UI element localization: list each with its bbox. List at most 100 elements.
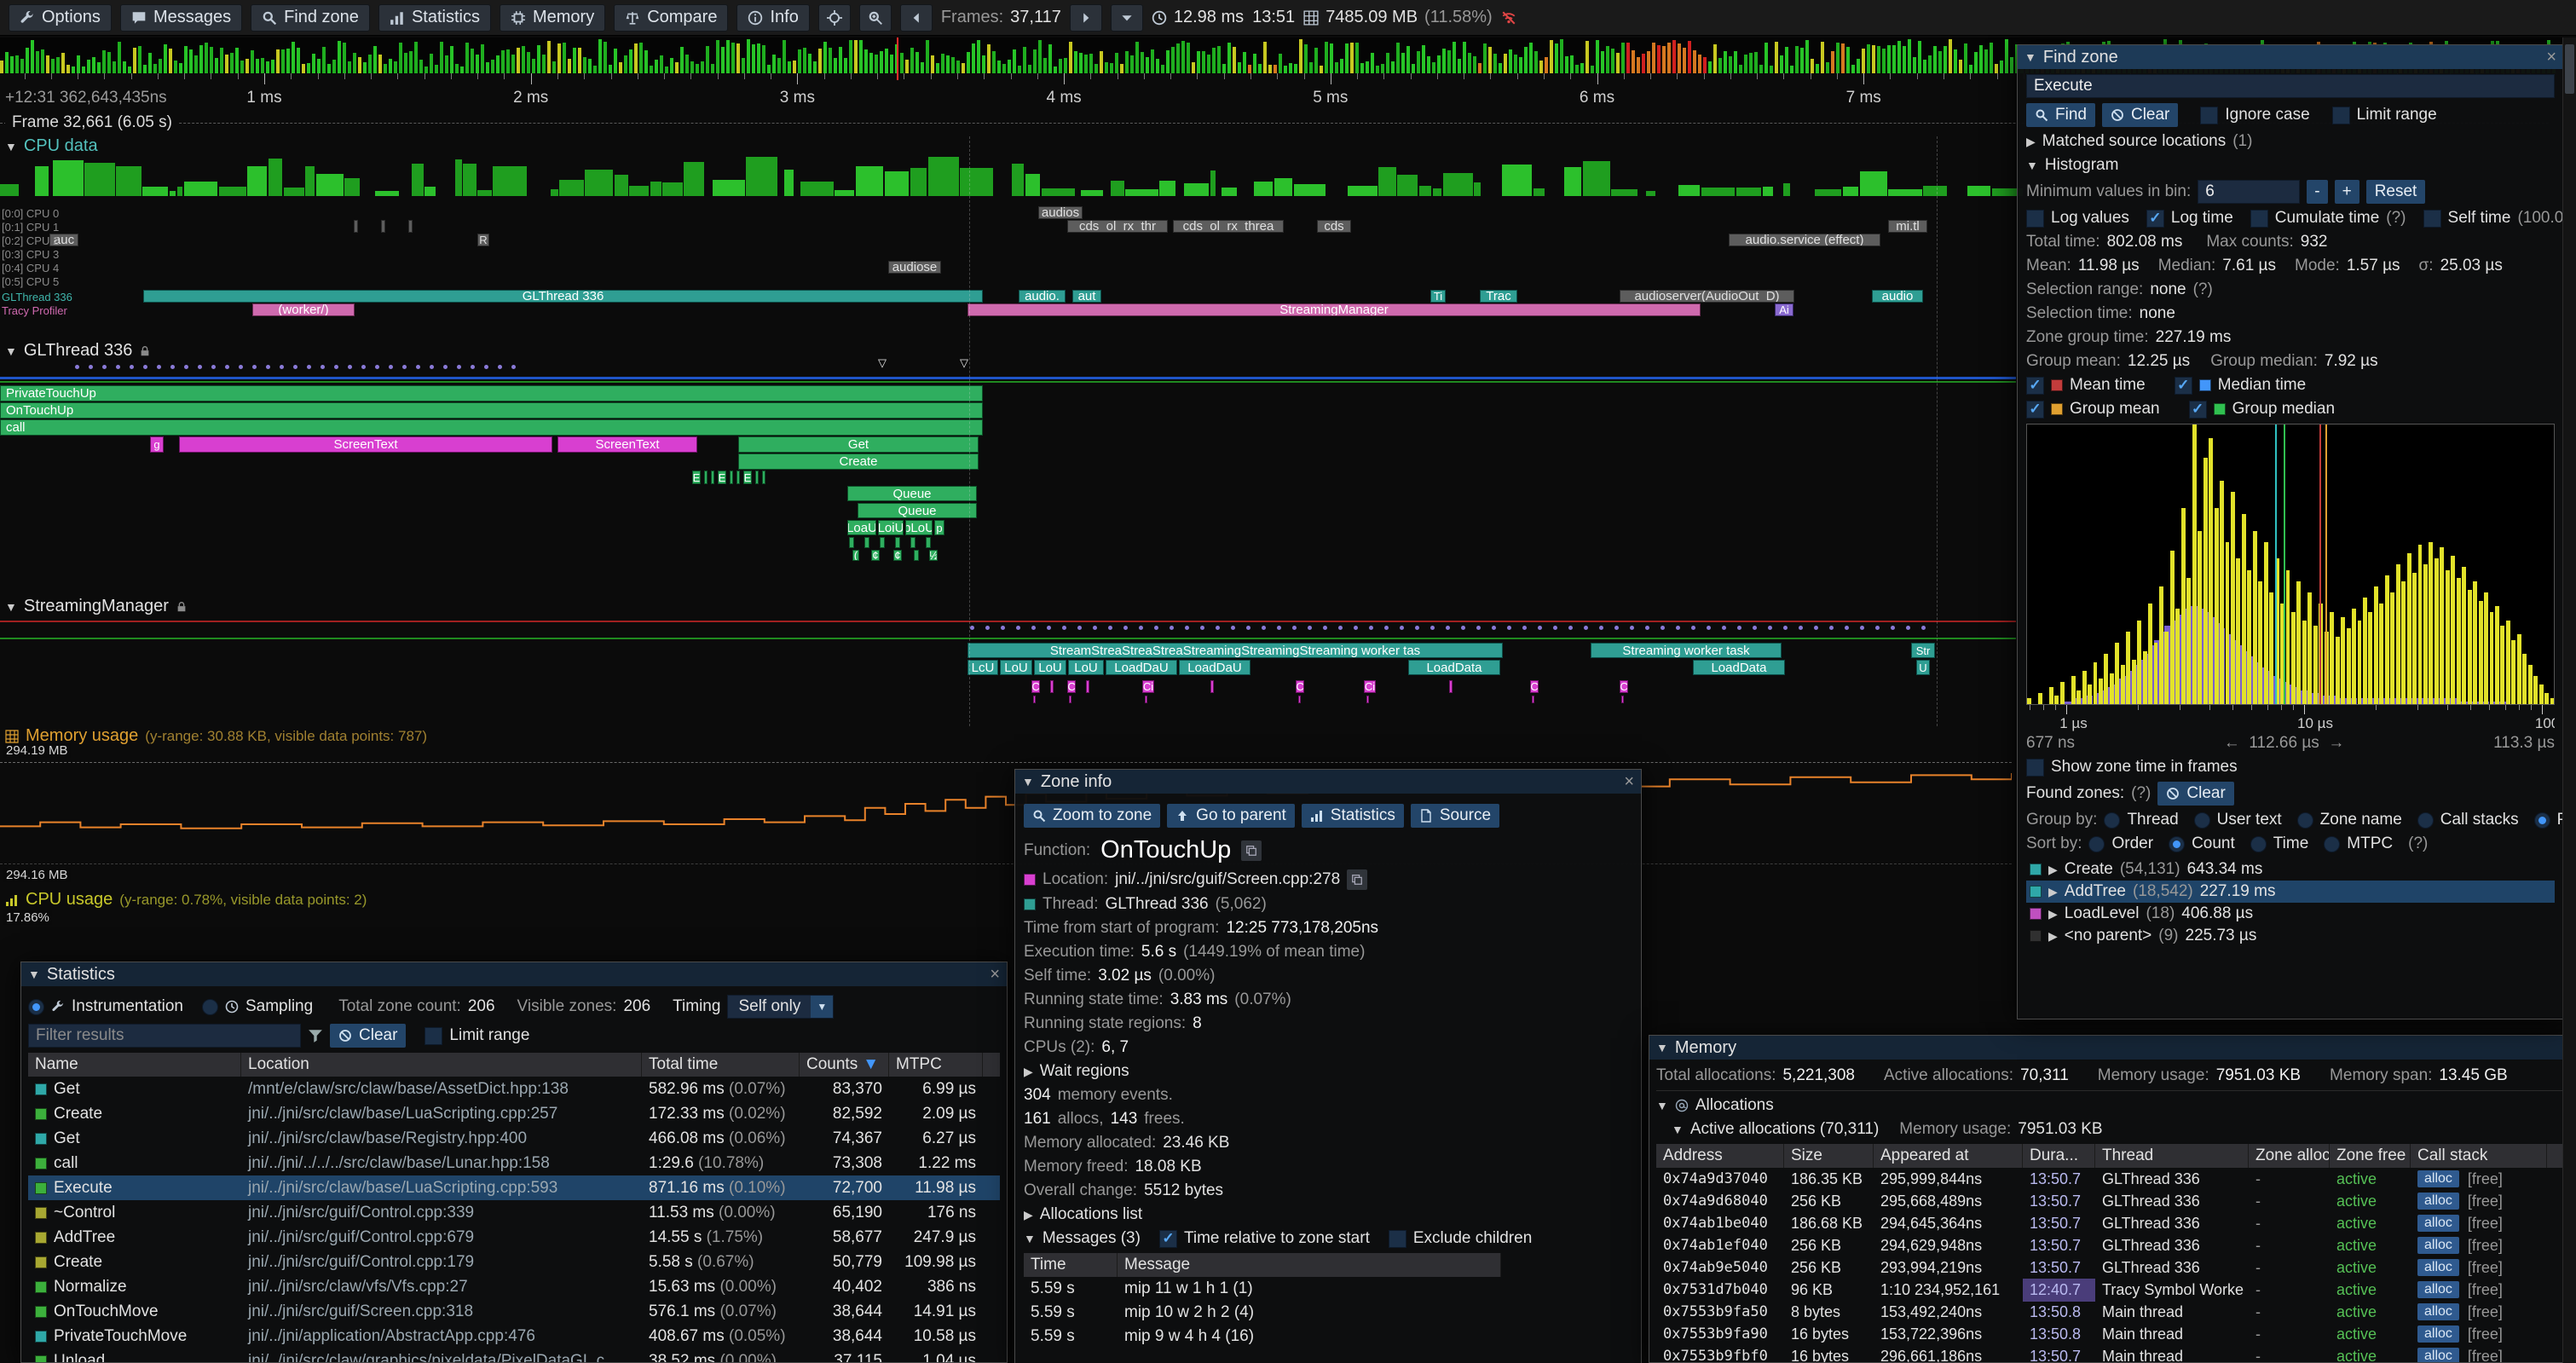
time-ruler[interactable]: +12:31 362,643,435ns 1 ms 2 ms 3 ms 4 ms 5 m… [0,73,2562,113]
message-dot[interactable] [484,365,488,369]
column-header-call-stack[interactable]: Call stack [2411,1144,2547,1168]
allocation-row[interactable]: 0x7553b9fa90 16 bytes 153,722,396ns 13:50.8… [1656,1323,2568,1345]
table-row[interactable]: Create jni/../jni/src/guif/Control.cpp:17… [28,1250,1000,1274]
message-dot[interactable] [970,626,974,630]
message-dot[interactable] [1461,626,1465,630]
table-row[interactable]: Execute jni/../jni/src/claw/base/LuaScrip… [28,1175,1000,1200]
message-row[interactable]: 5.59 s mip 11 w 1 h 1 (1) [1024,1277,1501,1301]
min-bin-input[interactable]: 6 [2198,180,2301,204]
go-to-parent-button[interactable]: Go to parent [1167,804,1295,828]
timeline-zone[interactable] [381,220,385,233]
message-dot[interactable] [1200,626,1204,630]
timeline-zone[interactable]: C [1031,680,1040,693]
statistics-button[interactable]: Statistics [1301,804,1404,828]
allocation-row[interactable]: 0x74ab1ef040 256 KB 294,629,948ns 13:50.7 GL… [1656,1234,2568,1256]
message-dot[interactable] [1216,626,1220,630]
copy-icon[interactable] [1241,840,1262,861]
message-dot[interactable] [102,365,107,369]
timeline-zone[interactable]: LoadData [1408,660,1500,675]
vertical-scrollbar[interactable] [2562,38,2576,1363]
timeline-zone[interactable]: audio.service (effect) [1729,234,1880,246]
message-dot[interactable] [116,365,120,369]
message-dot[interactable] [1077,626,1082,630]
allocation-row[interactable]: 0x74a9d68040 256 KB 295,668,489ns 13:50.7 GL… [1656,1190,2568,1212]
group-by-zone-name-radio[interactable] [2296,811,2313,829]
timeline-zone[interactable] [880,537,885,548]
alloc-callstack-button[interactable]: alloc [2417,1259,2459,1276]
self-time-checkbox[interactable] [2423,209,2441,228]
timeline-zone[interactable]: auc [49,234,78,246]
timeline-zone[interactable]: Ci [1142,680,1154,693]
timeline-zone[interactable]: Trac [1480,290,1517,303]
log-time-checkbox[interactable] [2146,209,2164,228]
toolbar-button-info[interactable]: Info [736,3,810,32]
timeline-zone[interactable] [408,220,413,233]
allocations-toggle[interactable]: ▼ Allocations [1656,1096,1774,1114]
message-dot[interactable] [402,365,407,369]
message-dot[interactable] [239,365,243,369]
timeline-zone[interactable]: audio. [1019,290,1066,303]
expand-icon[interactable]: ▶ [2048,928,2058,943]
timeline-zone[interactable] [1532,696,1534,703]
message-dot[interactable] [321,365,325,369]
column-header-appeared-at[interactable]: Appeared at [1874,1144,2023,1168]
message-dot[interactable] [511,365,516,369]
sort-by-mtpc-radio[interactable] [2324,835,2341,852]
timeline-zone[interactable] [895,537,900,548]
timeline-zone[interactable]: p [934,520,944,535]
timeline-zone[interactable]: ¢ [871,550,880,561]
timeline-zone[interactable]: g [150,436,164,453]
message-dot[interactable] [280,365,284,369]
timeline-zone[interactable]: StreamStreaStreaStreaStreamingStreamingS… [967,643,1503,658]
message-dot[interactable] [1277,626,1281,630]
exclude-children-checkbox[interactable] [1388,1229,1406,1248]
message-row[interactable]: 5.59 s mip 9 w 4 h 4 (16) [1024,1325,1501,1349]
alloc-callstack-button[interactable]: alloc [2417,1215,2459,1232]
timeline-zone[interactable] [755,471,759,484]
message-dot[interactable] [225,365,229,369]
message-dot[interactable] [1308,626,1312,630]
message-dot[interactable] [985,626,990,630]
message-dot[interactable] [498,365,502,369]
timeline-zone[interactable]: Str [1911,643,1935,658]
group-by-parent-radio[interactable] [2533,811,2550,829]
message-dot[interactable] [1246,626,1250,630]
message-dot[interactable] [1599,626,1603,630]
toolbar-button-find-zone[interactable]: Find zone [251,3,370,32]
timeline-zone[interactable]: LoiU [878,520,904,535]
clear-filter-button[interactable]: Clear [330,1024,407,1048]
source-button[interactable]: Source [1410,804,1500,828]
close-icon[interactable]: × [1624,772,1634,791]
message-dot[interactable] [1323,626,1327,630]
memory-titlebar[interactable]: ▼ Memory [1649,1036,2575,1060]
message-dot[interactable] [266,365,270,369]
sort-by-order-radio[interactable] [2088,835,2105,852]
alloc-callstack-button[interactable]: alloc [2417,1303,2459,1320]
zoom-tool-button[interactable] [858,3,892,32]
message-dot[interactable] [1814,626,1818,630]
timing-combo[interactable]: Self only ▼ [727,995,835,1019]
timeline-zone[interactable]: LoadData [1693,660,1785,675]
copy-icon[interactable] [1347,869,1368,890]
table-row[interactable]: call jni/../jni/../../../src/claw/base/Lu… [28,1151,1000,1175]
table-row[interactable]: PrivateTouchMove jni/../jni/application/A… [28,1324,1000,1349]
table-row[interactable]: OnTouchMove jni/../jni/src/guif/Screen.cp… [28,1299,1000,1324]
timeline-zone[interactable]: aut [1072,290,1101,303]
statistics-table-header[interactable]: Name Location Total time Counts ▼ MTPC [28,1053,1000,1077]
cpu-data-header[interactable]: ▼ CPU data [5,136,98,155]
message-dot[interactable] [211,365,216,369]
message-dot[interactable] [1630,626,1634,630]
table-row[interactable]: Normalize jni/../jni/src/claw/vfs/Vfs.cpp… [28,1274,1000,1299]
message-dot[interactable] [1170,626,1174,630]
message-dot[interactable] [198,365,202,369]
message-dot[interactable] [89,365,93,369]
timeline-zone[interactable]: audios [1038,206,1083,219]
message-dot[interactable] [1476,626,1481,630]
message-dot[interactable] [1062,626,1066,630]
message-dot[interactable] [1108,626,1112,630]
timeline-zone[interactable] [914,550,919,561]
cpu-usage-header[interactable]: CPU usage (y-range: 0.78%, visible data p… [5,890,367,910]
message-dot[interactable] [1400,626,1404,630]
message-dot[interactable] [1384,626,1389,630]
prev-frame-button[interactable] [899,3,933,32]
